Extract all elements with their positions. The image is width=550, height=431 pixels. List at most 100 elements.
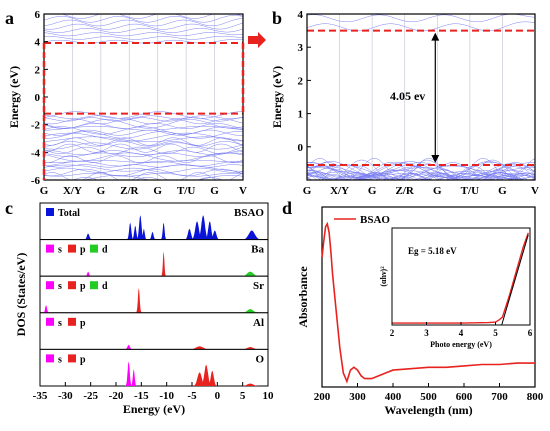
x-tick-label: -15 <box>134 390 149 402</box>
inset-x-tick-label: 2 <box>390 328 395 338</box>
inset-annotation: Eg = 5.18 eV <box>408 246 457 256</box>
dos-subpanel-sr <box>39 275 269 314</box>
legend-label: p <box>80 281 86 292</box>
valence-band <box>44 129 243 136</box>
valence-band <box>44 173 243 177</box>
dos-peak <box>139 228 149 240</box>
x-tick-label: 800 <box>527 391 544 403</box>
x-tick-label: Z/R <box>396 185 415 197</box>
valence-band <box>322 168 514 180</box>
valence-band <box>321 174 535 180</box>
dos-subpanel-bsao <box>39 202 269 241</box>
legend-label: p <box>80 318 86 329</box>
y-axis-label: Energy (eV) <box>7 66 21 128</box>
x-tick-label: 10 <box>263 390 275 402</box>
conduction-band <box>44 28 243 33</box>
dos-peak <box>202 221 218 240</box>
dos-peak <box>122 344 135 350</box>
dos-peak <box>134 288 144 313</box>
dos-peak <box>83 271 93 277</box>
dos-peak <box>235 271 266 277</box>
valence-band <box>307 173 535 180</box>
y-tick-label: 4 <box>35 37 41 49</box>
panel-letter: b <box>272 8 282 28</box>
x-axis-label: Wavelength (nm) <box>384 403 472 417</box>
dos-peak <box>181 346 218 350</box>
dos-subpanel-ba <box>39 239 269 277</box>
y-tick-label: -6 <box>31 175 41 187</box>
valence-band <box>307 171 535 180</box>
y-tick-label: 2 <box>35 64 41 76</box>
gap-arrow-head-bottom <box>431 155 440 164</box>
dos-peak <box>207 230 223 240</box>
x-tick-label: 0 <box>215 390 221 402</box>
legend-label: s <box>58 318 62 329</box>
legend-swatch <box>90 244 98 253</box>
x-tick-label: -5 <box>187 390 197 402</box>
y-axis-label: Energy (eV) <box>270 66 284 128</box>
subpanel-frame <box>39 348 269 387</box>
subpanel-label: Sr <box>253 280 264 292</box>
valence-band <box>44 142 243 150</box>
valence-band <box>44 115 243 119</box>
subpanel-label: BSAO <box>234 207 264 219</box>
y-tick-label: 2 <box>298 75 304 87</box>
legend-label: BSAO <box>360 214 390 226</box>
panel-letter: c <box>5 198 13 218</box>
valence-band <box>44 119 243 125</box>
x-tick-label: 200 <box>314 391 331 403</box>
x-tick-label: Z/R <box>120 185 139 197</box>
x-tick-label: -25 <box>83 390 98 402</box>
dos-peak <box>235 347 266 350</box>
y-tick-label: 4 <box>298 9 304 21</box>
plot-frame <box>306 13 536 181</box>
x-tick-label: 400 <box>385 391 402 403</box>
x-tick-label: 600 <box>456 391 473 403</box>
conduction-band <box>44 32 243 37</box>
subpanel-label: O <box>255 353 264 365</box>
valence-band <box>307 178 497 180</box>
panel-b <box>306 0 536 181</box>
conduction-band <box>307 5 535 13</box>
legend-swatch <box>68 354 76 363</box>
subpanel-frame <box>39 202 269 241</box>
subpanel-label: Al <box>253 317 264 329</box>
x-tick-label: G <box>368 185 377 197</box>
valence-band <box>307 172 535 180</box>
dos-subpanel-al <box>39 312 269 350</box>
conduction-band <box>307 0 535 6</box>
x-tick-label: 300 <box>349 391 366 403</box>
subpanel-label: Ba <box>251 244 264 256</box>
y-tick-label: 3 <box>298 42 304 54</box>
dos-peak <box>189 372 211 386</box>
valence-band <box>307 159 535 180</box>
legend-label: s <box>58 245 62 256</box>
valence-band <box>44 164 243 168</box>
dos-peak <box>187 221 207 240</box>
band-lines <box>44 14 243 180</box>
x-tick-label: 700 <box>491 391 508 403</box>
valence-band <box>44 141 243 147</box>
dos-peak <box>147 231 158 240</box>
x-tick-label: -10 <box>159 390 174 402</box>
legend-label: p <box>80 245 86 256</box>
legend-swatch <box>68 317 76 326</box>
inset-curve <box>392 232 529 324</box>
valence-band <box>44 161 243 167</box>
x-tick-label: T/U <box>177 185 195 197</box>
dos-peak <box>236 230 267 240</box>
valence-band <box>44 117 243 122</box>
x-tick-label: V <box>531 185 539 197</box>
y-axis-label: DOS (States/eV) <box>14 253 28 337</box>
band-lines <box>307 0 535 180</box>
dos-peak <box>235 383 266 386</box>
conduction-band <box>44 22 243 30</box>
valence-band <box>44 123 243 129</box>
x-tick-label: G <box>210 185 219 197</box>
valence-band <box>307 172 517 180</box>
x-tick-label: G <box>303 185 312 197</box>
x-tick-label: G <box>97 185 106 197</box>
valence-band <box>44 126 243 131</box>
dos-peak <box>181 228 198 240</box>
